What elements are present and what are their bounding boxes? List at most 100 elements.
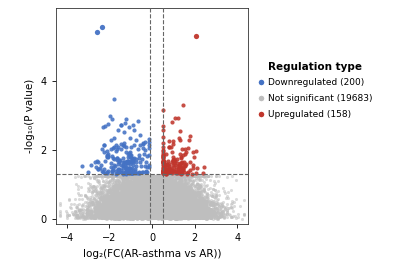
Point (85, 201, 92, 205)
Point (123, 206, 130, 210)
Point (154, 194, 160, 198)
Point (186, 194, 193, 198)
Point (161, 208, 168, 213)
Point (159, 200, 165, 204)
Point (176, 197, 182, 202)
Point (141, 214, 147, 218)
Point (145, 202, 151, 206)
Point (194, 174, 200, 178)
Point (142, 201, 149, 205)
Point (105, 211, 111, 215)
Point (150, 209, 156, 214)
Point (182, 202, 189, 207)
Point (158, 216, 164, 220)
Point (111, 183, 117, 188)
Point (129, 212, 135, 216)
Point (97, 195, 104, 199)
Point (164, 207, 170, 211)
Point (146, 204, 153, 208)
Point (136, 214, 142, 218)
Point (181, 198, 188, 202)
Point (193, 199, 199, 204)
Point (152, 187, 158, 191)
Point (144, 204, 151, 208)
Point (156, 188, 163, 193)
Point (141, 212, 148, 217)
Point (144, 209, 150, 213)
Point (156, 213, 163, 218)
Point (153, 205, 159, 209)
Point (131, 210, 138, 214)
Point (141, 202, 148, 206)
Point (163, 198, 170, 202)
Point (120, 214, 126, 218)
Point (144, 154, 150, 158)
Point (112, 196, 118, 200)
Point (175, 197, 182, 201)
Point (180, 201, 186, 206)
Point (164, 174, 171, 178)
Point (122, 212, 128, 216)
Point (178, 215, 184, 219)
Point (140, 203, 146, 207)
Point (168, 206, 174, 211)
Point (164, 212, 170, 217)
Point (167, 210, 174, 214)
Point (185, 188, 192, 193)
Point (129, 211, 136, 215)
Point (164, 193, 170, 197)
Point (132, 181, 138, 185)
Point (124, 191, 131, 196)
Point (152, 212, 159, 216)
Point (177, 212, 184, 216)
Point (101, 202, 107, 206)
Point (180, 209, 186, 213)
Point (142, 213, 148, 217)
Point (185, 194, 192, 199)
Point (141, 188, 148, 192)
Point (197, 204, 203, 208)
Point (202, 202, 209, 207)
Point (156, 212, 162, 217)
Point (136, 206, 143, 210)
Point (126, 209, 133, 213)
Point (137, 200, 144, 205)
Point (152, 204, 158, 208)
Point (145, 207, 152, 211)
Point (136, 193, 143, 197)
Point (170, 204, 176, 208)
Point (144, 196, 151, 200)
Point (181, 215, 188, 220)
Point (166, 209, 173, 213)
Point (174, 213, 180, 217)
Point (152, 189, 158, 194)
Point (122, 210, 128, 214)
Point (110, 200, 116, 205)
Point (156, 202, 162, 207)
Point (171, 206, 178, 211)
Point (150, 205, 156, 210)
Point (172, 200, 178, 204)
Point (132, 196, 138, 200)
Point (181, 212, 187, 216)
Point (157, 179, 164, 184)
Point (80, 214, 86, 218)
Point (152, 195, 159, 199)
Point (147, 205, 154, 209)
Point (102, 209, 108, 213)
Point (171, 211, 178, 215)
Point (154, 210, 161, 214)
Point (150, 193, 156, 197)
Point (156, 215, 162, 220)
Point (138, 215, 144, 219)
Point (159, 181, 166, 185)
Point (128, 209, 134, 213)
Point (117, 213, 123, 218)
Point (141, 176, 147, 180)
Point (161, 199, 167, 203)
Point (184, 197, 190, 201)
Point (195, 204, 201, 208)
Point (145, 212, 151, 216)
Point (159, 214, 165, 218)
Point (112, 202, 118, 207)
